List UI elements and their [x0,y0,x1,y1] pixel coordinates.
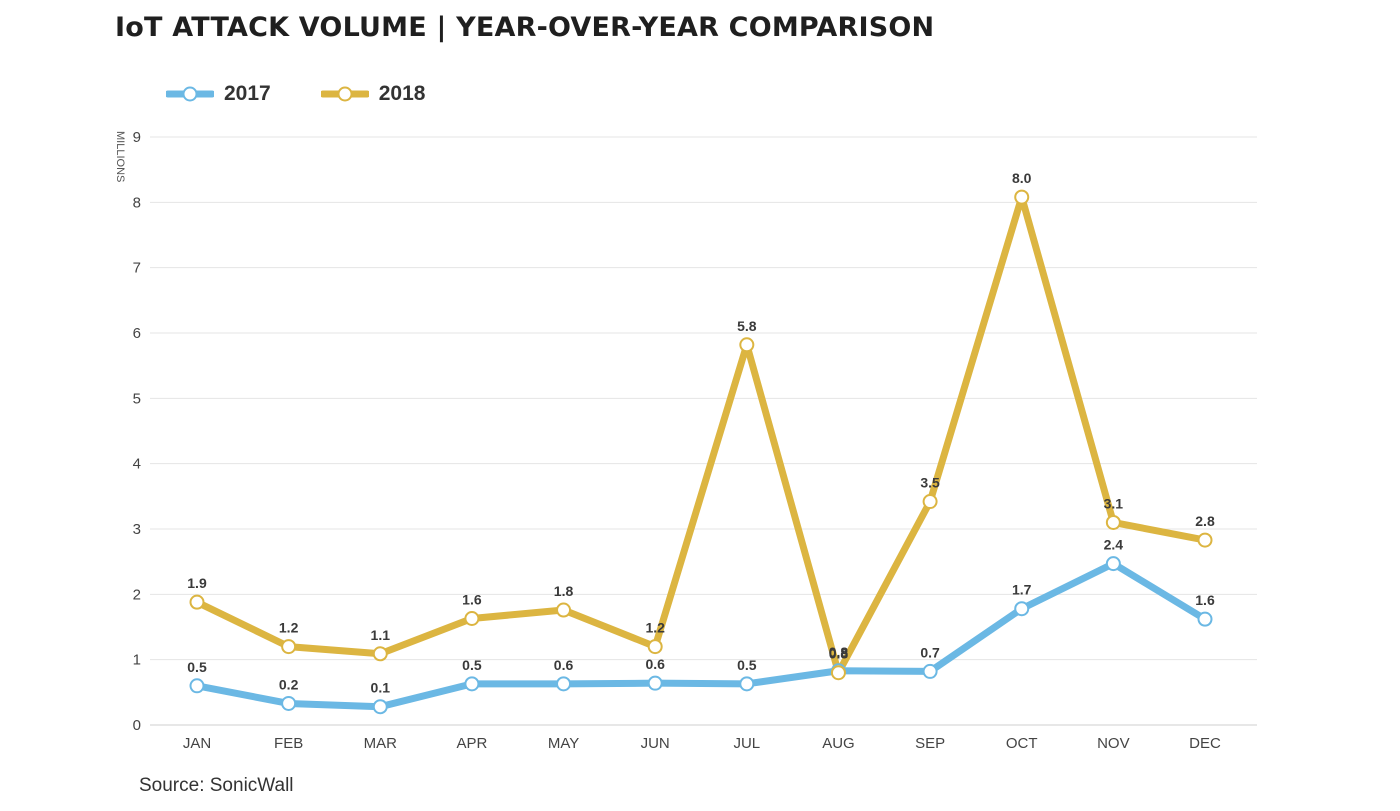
data-label-2018: 3.1 [1104,495,1124,511]
chart-title: IoT ATTACK VOLUME | YEAR-OVER-YEAR COMPA… [115,12,935,43]
x-tick-label: AUG [822,735,855,752]
data-point-2017 [281,695,297,711]
y-tick-label: 5 [133,390,141,407]
y-tick-label: 3 [133,521,141,538]
source-note: Source: SonicWall [139,775,294,796]
data-label-2017: 0.5 [737,657,757,673]
x-tick-label: SEP [915,735,945,752]
legend-swatch-2017 [166,86,214,102]
data-point-2017 [1014,601,1030,617]
data-point-2017 [739,676,755,692]
data-label-2018: 1.6 [462,592,482,608]
x-tick-label: NOV [1097,735,1130,752]
x-tick-label: JUL [733,735,760,752]
x-tick-label: MAR [364,735,398,752]
legend-label-2018: 2018 [378,82,426,105]
y-tick-label: 1 [133,652,141,669]
legend-item-2018: 2018 [320,82,426,106]
legend-swatch-2018 [320,86,369,102]
data-label-2017: 0.1 [371,680,391,696]
data-label-2017: 0.5 [187,659,207,675]
data-point-2018 [922,494,938,510]
x-tick-label: OCT [1006,735,1038,752]
x-tick-label: MAY [548,735,579,752]
data-point-2018 [464,611,480,627]
data-point-2017 [372,699,388,715]
data-label-2017: 0.8 [829,644,849,660]
data-point-2017 [189,678,205,694]
data-label-2018: 1.2 [645,620,665,636]
data-point-2018 [281,639,297,655]
y-tick-label: 7 [133,260,141,277]
x-tick-label: DEC [1189,735,1221,752]
data-point-2017 [1197,611,1213,627]
data-label-2017: 0.5 [462,657,482,673]
data-label-2018: 8.0 [1012,170,1032,186]
data-label-2018: 1.1 [371,627,391,643]
data-label-2018: 2.8 [1195,513,1215,529]
data-label-2018: 1.8 [554,583,574,599]
data-point-2018 [830,665,846,681]
data-point-2018 [189,594,205,610]
x-tick-label: JUN [641,735,670,752]
data-point-2018 [556,602,572,618]
data-point-2017 [922,663,938,679]
x-tick-label: FEB [274,735,303,752]
data-point-2018 [1014,189,1030,205]
legend-item-2017: 2017 [166,82,271,106]
data-point-2018 [647,639,663,655]
x-tick-label: JAN [183,735,211,752]
y-tick-label: 8 [133,194,141,211]
legend-label-2017: 2017 [224,82,271,105]
data-label-2017: 0.6 [554,657,574,673]
data-point-2018 [739,337,755,353]
data-point-2018 [1105,514,1121,530]
data-label-2018: 1.2 [279,620,299,636]
series-line-2017 [193,560,1209,711]
data-label-2018: 0.8 [829,646,849,662]
series-line-2018 [193,193,1209,677]
data-label-2018: 5.8 [737,318,757,334]
data-point-2017 [464,676,480,692]
data-label-2017: 1.7 [1012,582,1032,598]
y-tick-label: 6 [133,325,141,342]
data-point-2017 [556,676,572,692]
y-tick-label: 2 [133,586,141,603]
data-label-2018: 3.5 [920,475,940,491]
data-label-2017: 0.6 [645,656,665,672]
y-axis-label: MILLIONS [114,131,126,182]
x-tick-label: APR [456,735,487,752]
data-label-2017: 2.4 [1104,537,1124,553]
y-tick-label: 0 [133,717,141,734]
y-tick-label: 9 [133,129,141,146]
data-point-2017 [1105,556,1121,572]
y-tick-label: 4 [133,456,141,473]
data-label-2017: 0.7 [920,644,940,660]
data-point-2018 [372,646,388,662]
data-point-2018 [1197,532,1213,548]
data-label-2017: 0.2 [279,676,299,692]
data-label-2018: 1.9 [187,575,207,591]
chart-legend: 2017 2018 [166,82,425,106]
data-point-2017 [647,675,663,691]
data-label-2017: 1.6 [1195,592,1215,608]
